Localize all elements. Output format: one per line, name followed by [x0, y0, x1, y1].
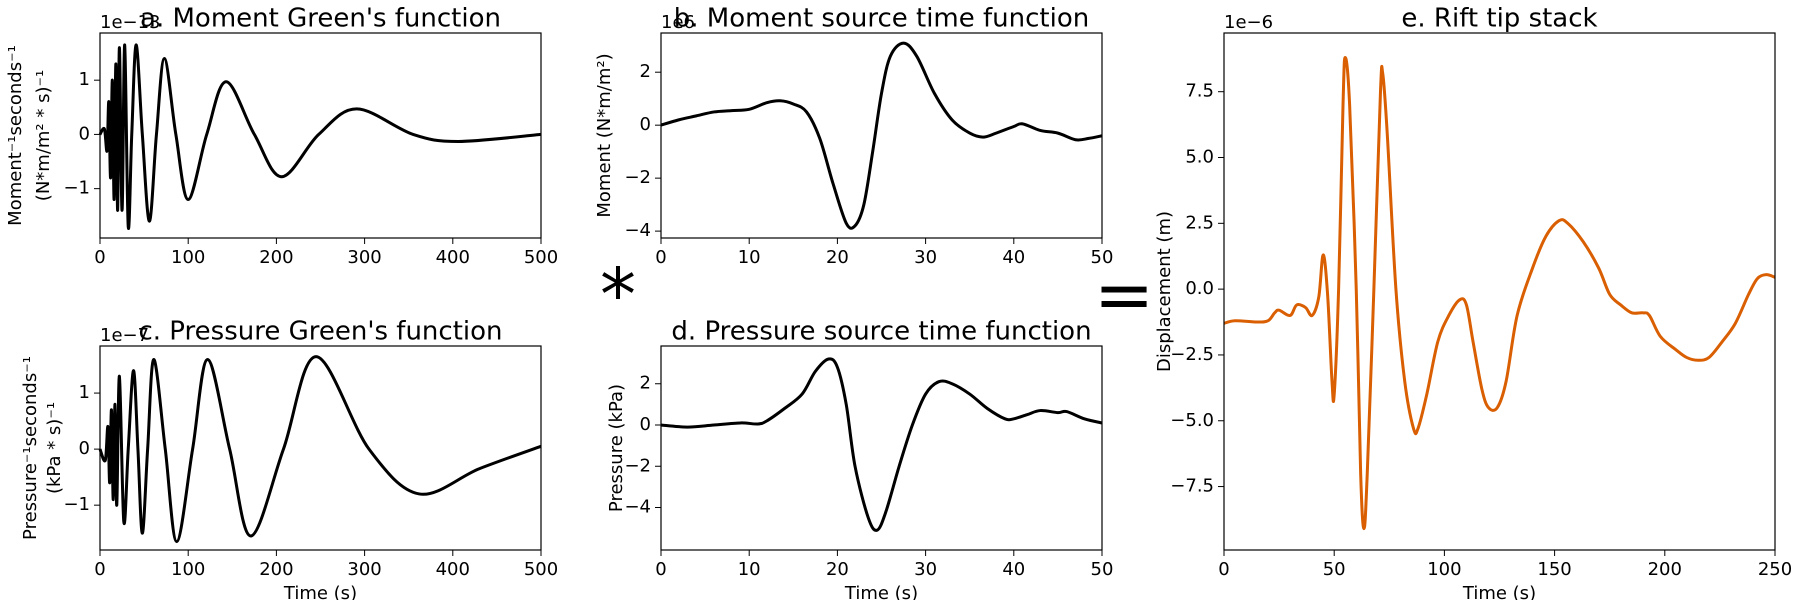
y-tick-label: 1: [79, 69, 90, 90]
x-tick-label: 50: [1091, 247, 1114, 268]
x-axis-label: Time (s): [283, 583, 357, 600]
y-tick-label: 0: [79, 123, 90, 144]
axes-frame: [99, 32, 542, 239]
x-tick-label: 30: [914, 559, 937, 580]
y-tick-label: 2.5: [1185, 212, 1214, 233]
x-tick-label: 300: [347, 247, 381, 268]
axes-frame: [99, 345, 542, 551]
y-offset-label: 1e−7: [100, 325, 149, 346]
x-tick-label: 150: [1537, 559, 1571, 580]
x-tick-label: 20: [826, 559, 849, 580]
x-tick-label: 100: [171, 559, 205, 580]
x-tick-label: 10: [738, 247, 761, 268]
data-line: [98, 43, 542, 231]
y-offset-label: 1e6: [661, 12, 695, 33]
x-tick-label: 200: [259, 559, 293, 580]
y-axis-label: (kPa * s)⁻¹: [44, 402, 65, 494]
y-tick-label: −1: [63, 494, 90, 515]
x-tick-label: 500: [524, 247, 558, 268]
x-tick-label: 40: [1002, 559, 1025, 580]
y-tick-label: −4: [624, 497, 651, 518]
y-offset-label: 1e−6: [1224, 12, 1273, 33]
axes-frame: [660, 32, 1103, 239]
data-line: [98, 355, 542, 544]
axes-frame: [660, 345, 1103, 551]
x-axis-label: Time (s): [844, 583, 918, 600]
x-tick-label: 300: [347, 559, 381, 580]
y-tick-label: −4: [624, 220, 651, 241]
y-tick-label: 0: [79, 438, 90, 459]
y-axis-label: (N*m/m² * s)⁻¹: [33, 70, 54, 201]
y-tick-label: 0: [640, 114, 651, 135]
x-tick-label: 200: [259, 247, 293, 268]
y-tick-label: −1: [63, 178, 90, 199]
x-axis-label: Time (s): [1462, 583, 1536, 600]
y-axis-label: Pressure (kPa): [606, 384, 627, 512]
equals-symbol: =: [1094, 253, 1154, 337]
y-tick-label: −2.5: [1170, 344, 1214, 365]
x-tick-label: 400: [436, 559, 470, 580]
y-axis-label: Moment (N*m/m²): [594, 53, 615, 217]
y-tick-label: 1: [79, 382, 90, 403]
y-tick-label: 2: [640, 61, 651, 82]
data-line: [660, 41, 1103, 230]
y-axis-label: Moment⁻¹seconds⁻¹: [5, 45, 26, 226]
y-offset-label: 1e−13: [100, 12, 161, 33]
y-tick-label: 0.0: [1185, 278, 1214, 299]
x-tick-label: 50: [1091, 559, 1114, 580]
data-line: [1223, 55, 1776, 531]
x-tick-label: 20: [826, 247, 849, 268]
x-tick-label: 50: [1323, 559, 1346, 580]
x-tick-label: 0: [94, 559, 105, 580]
convolution-symbol: *: [600, 253, 636, 337]
panel-title: a. Moment Green's function: [140, 4, 501, 34]
y-tick-label: 0: [640, 414, 651, 435]
x-tick-label: 10: [738, 559, 761, 580]
y-axis-label: Displacement (m): [1154, 211, 1175, 372]
panel-title: d. Pressure source time function: [671, 317, 1091, 347]
y-tick-label: −2: [624, 167, 651, 188]
panel-title: e. Rift tip stack: [1401, 4, 1597, 34]
x-tick-label: 500: [524, 559, 558, 580]
x-tick-label: 0: [1218, 559, 1229, 580]
y-tick-label: 7.5: [1185, 81, 1214, 102]
x-tick-label: 40: [1002, 247, 1025, 268]
y-tick-label: 2: [640, 373, 651, 394]
x-tick-label: 200: [1648, 559, 1682, 580]
y-axis-label: Pressure⁻¹seconds⁻¹: [20, 356, 41, 540]
x-tick-label: 0: [94, 247, 105, 268]
x-tick-label: 100: [171, 247, 205, 268]
axes-frame: [1223, 32, 1776, 551]
y-tick-label: 5.0: [1185, 147, 1214, 168]
y-tick-label: −5.0: [1170, 410, 1214, 431]
panel-title: b. Moment source time function: [674, 4, 1089, 34]
x-tick-label: 0: [655, 247, 666, 268]
x-tick-label: 30: [914, 247, 937, 268]
x-tick-label: 0: [655, 559, 666, 580]
panel-title: c. Pressure Green's function: [138, 317, 502, 347]
data-line: [660, 357, 1103, 532]
x-tick-label: 400: [436, 247, 470, 268]
x-tick-label: 250: [1758, 559, 1792, 580]
x-tick-label: 100: [1427, 559, 1461, 580]
y-tick-label: −2: [624, 455, 651, 476]
y-tick-label: −7.5: [1170, 476, 1214, 497]
